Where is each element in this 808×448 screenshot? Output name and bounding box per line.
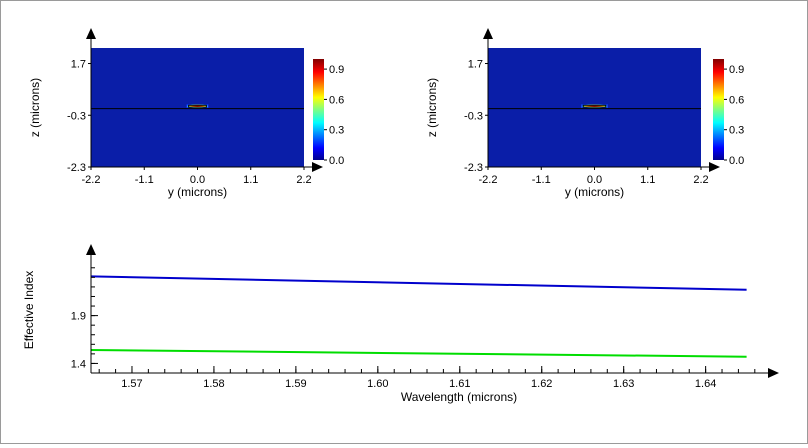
neff-x-tick-label: 1.58	[203, 378, 224, 390]
mode-1-field-hotspot	[186, 104, 209, 109]
mode-1-y-axis-arrow	[86, 28, 96, 39]
mode-1-x-axis-arrow	[312, 162, 323, 172]
mode-1-x-axis-label: y (microns)	[168, 185, 227, 199]
mode-1-y-tick-label: 1.7	[71, 59, 86, 71]
neff-y-tick-label: 1.4	[71, 358, 86, 370]
mode-1-y-tick-label: -2.3	[67, 162, 86, 174]
neff-x-tick-label: 1.62	[531, 378, 552, 390]
mode-2-x-tick-label: -2.2	[479, 174, 498, 186]
mode-2-x-tick-label: -1.1	[532, 174, 551, 186]
mode-2-y-tick-label: -2.3	[464, 162, 483, 174]
neff-y-axis-label: Effective Index	[22, 271, 36, 350]
neff-y-tick-label: 1.9	[71, 311, 86, 323]
mode-2-colorbar-tick-label: 0.3	[729, 125, 744, 137]
mode-1-y-tick-label: -0.3	[67, 110, 86, 122]
mode-1-colorbar-tick-label: 0.3	[329, 125, 344, 137]
mode-2-colorbar-tick-label: 0.0	[729, 155, 744, 167]
mode-2-colorbar	[713, 59, 724, 160]
mode-1-colorbar-tick-label: 0.6	[329, 94, 344, 106]
neff-x-tick-label: 1.63	[613, 378, 634, 390]
neff-x-tick-label: 1.57	[121, 378, 142, 390]
mode-2-field-hotspot	[581, 104, 608, 109]
neff-x-tick-label: 1.64	[695, 378, 716, 390]
mode-2-waveguide-outline	[582, 104, 607, 108]
mode-1-colorbar	[313, 59, 324, 160]
mode-2-colorbar-tick-label: 0.6	[729, 94, 744, 106]
mode-1-waveguide-outline	[188, 104, 207, 108]
mode-1-colorbar-tick-label: 0.0	[329, 155, 344, 167]
mode-2-colorbar-tick-label: 0.9	[729, 64, 744, 76]
neff-x-tick-label: 1.60	[367, 378, 388, 390]
mode-1-x-tick-label: 0.0	[190, 174, 205, 186]
neff-series-2-line	[90, 349, 747, 358]
mode-1-colorbar-tick-label: 0.9	[329, 64, 344, 76]
neff-x-tick-label: 1.61	[449, 378, 470, 390]
mode-1-x-tick-label: -2.2	[82, 174, 101, 186]
mode-2-x-axis-label: y (microns)	[565, 185, 624, 199]
neff-x-axis-label: Wavelength (microns)	[401, 390, 517, 404]
neff-x-axis-arrow	[768, 368, 779, 378]
mode-2-x-tick-label: 2.2	[693, 174, 708, 186]
mode-1-y-axis-label: z (microns)	[28, 78, 42, 137]
neff-y-axis-arrow	[86, 244, 96, 255]
mode-1-x-tick-label: 1.1	[243, 174, 258, 186]
mode-2-y-axis-label: z (microns)	[425, 78, 439, 137]
neff-series-1-line	[90, 275, 747, 291]
mode-2-y-axis-arrow	[483, 28, 493, 39]
mode-2-y-tick-label: 1.7	[468, 59, 483, 71]
mode-2-y-tick-label: -0.3	[464, 110, 483, 122]
mode-2-x-axis-arrow	[709, 162, 720, 172]
mode-1-x-tick-label: 2.2	[296, 174, 311, 186]
mode-1-x-tick-label: -1.1	[135, 174, 154, 186]
neff-x-tick-label: 1.59	[285, 378, 306, 390]
mode-2-x-tick-label: 1.1	[640, 174, 655, 186]
mode-2-x-tick-label: 0.0	[587, 174, 602, 186]
